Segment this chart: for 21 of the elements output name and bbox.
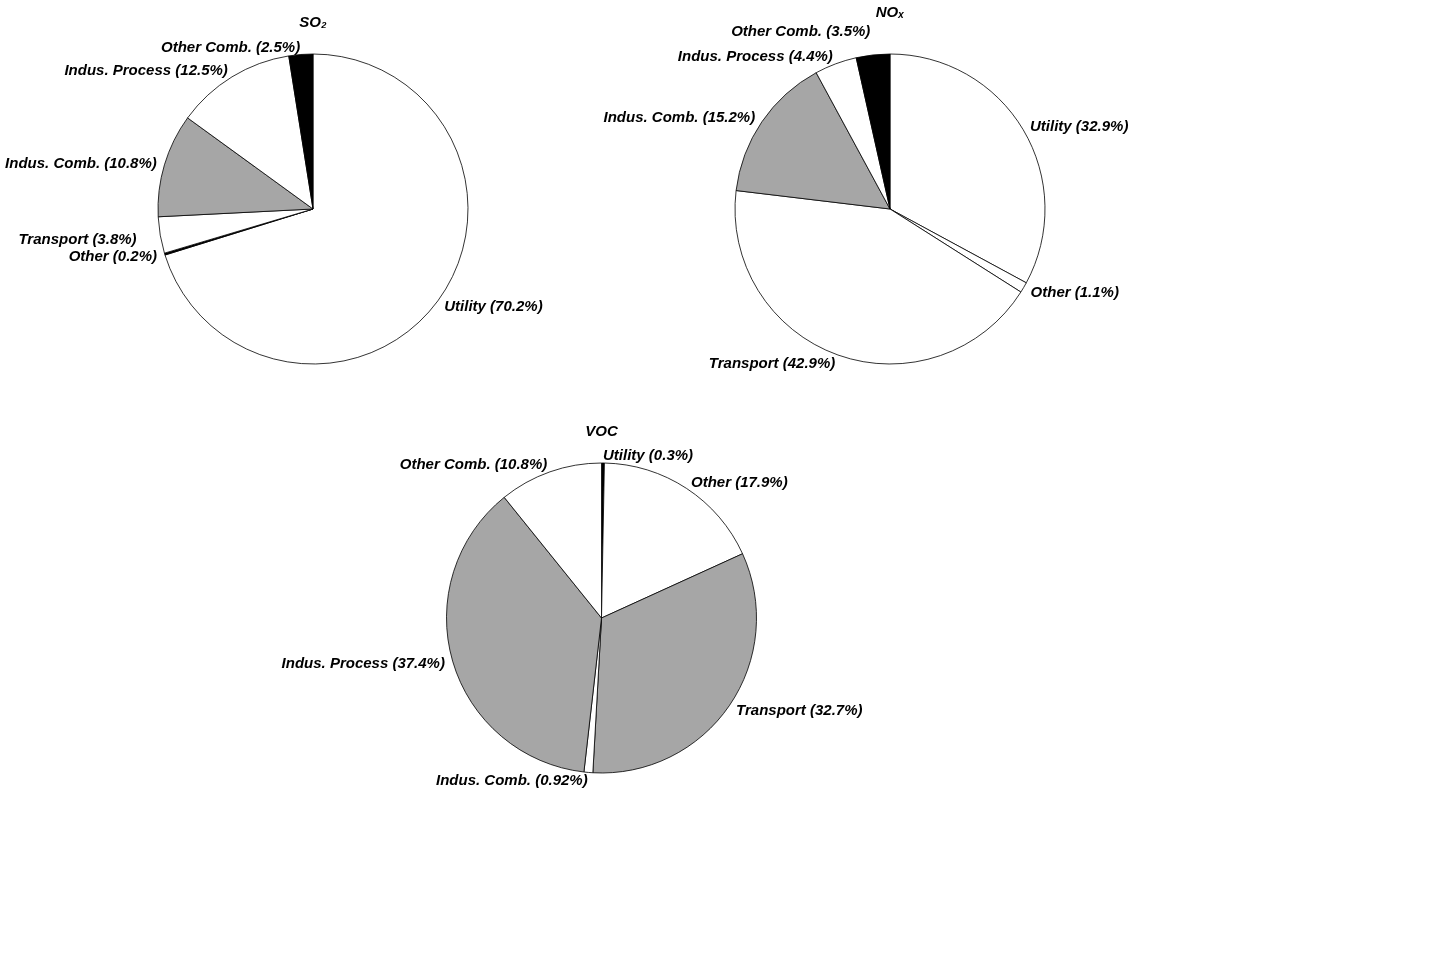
- slice-label: Indus. Comb. (0.92%): [436, 771, 588, 789]
- slice-label: Utility (32.9%): [1030, 116, 1129, 134]
- slice-label: Indus. Comb. (10.8%): [5, 153, 157, 171]
- slice-label: Indus. Comb. (15.2%): [603, 108, 756, 126]
- slice-label: Utility (70.2%): [444, 296, 543, 314]
- slice-label: Transport (32.7%): [736, 700, 863, 718]
- slice-label: Other (0.2%): [68, 247, 158, 265]
- slice-label: Transport (3.8%): [18, 230, 137, 248]
- slice-label: Indus. Process (12.5%): [64, 61, 228, 79]
- slice-label: Other Comb. (10.8%): [399, 455, 548, 473]
- slice-label: Other Comb. (3.5%): [731, 22, 871, 40]
- chart-title: NOₓ: [875, 3, 905, 21]
- slice-label: Transport (42.9%): [708, 353, 836, 371]
- slice-label: Indus. Process (4.4%): [677, 47, 833, 65]
- chart-title: SO₂: [299, 13, 327, 30]
- slice-label: Other Comb. (2.5%): [161, 37, 301, 55]
- slice-label: Utility (0.3%): [603, 446, 694, 464]
- slice-label: Other (1.1%): [1030, 282, 1119, 300]
- slice-label: Other (17.9%): [690, 472, 788, 490]
- chart-title: VOC: [585, 422, 619, 439]
- slice-label: Indus. Process (37.4%): [281, 654, 445, 672]
